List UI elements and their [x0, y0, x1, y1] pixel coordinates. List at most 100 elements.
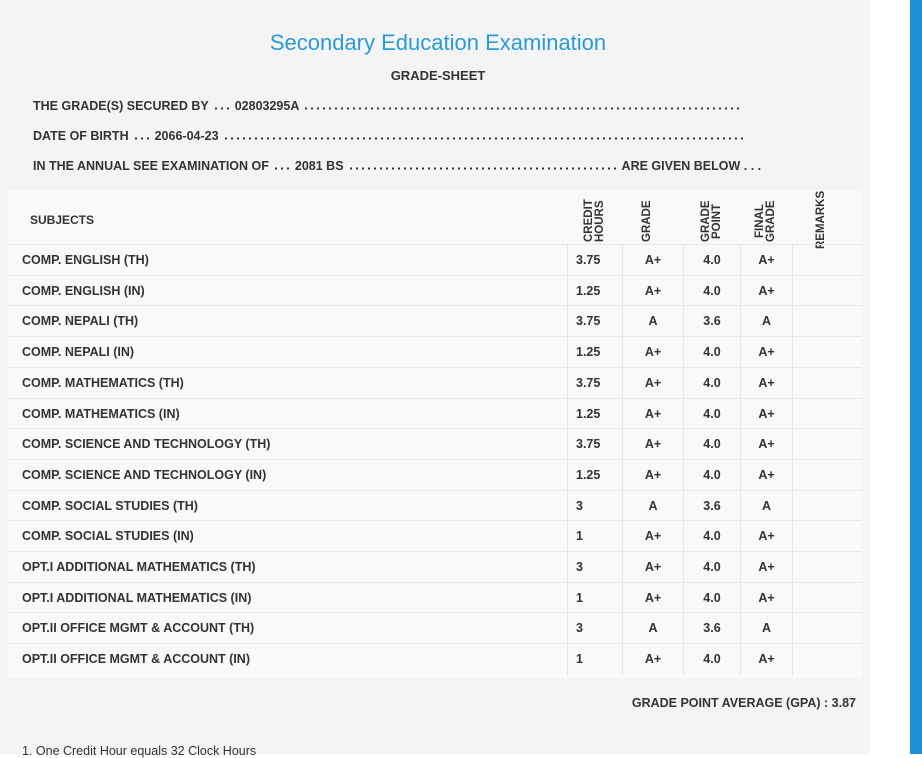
remarks-cell [792, 490, 862, 522]
cell-value: 1.25 [567, 275, 622, 307]
info-value: 2081 BS [294, 159, 344, 173]
cell-value: A+ [622, 552, 683, 583]
cell-value: A+ [740, 552, 792, 583]
remarks-cell [792, 245, 862, 276]
cell-value: A+ [622, 275, 683, 307]
cell-value: 4.0 [683, 337, 740, 368]
cell-value: A+ [740, 245, 792, 276]
gpa-label: GRADE POINT AVERAGE (GPA) : [631, 696, 829, 710]
table-row: COMP. SCIENCE AND TECHNOLOGY (TH) 3.75 A+ 4… [8, 428, 862, 460]
cell-value: 1 [567, 644, 622, 675]
cell-value: A+ [740, 337, 792, 368]
subject: COMP. SOCIAL STUDIES (IN) [22, 529, 194, 544]
cell-value: 4.0 [683, 367, 740, 399]
cell-value: A+ [622, 367, 683, 399]
remarks-cell [792, 367, 862, 399]
info-label: THE GRADE(S) SECURED BY [33, 99, 209, 113]
table-row: COMP. ENGLISH (TH) 3.75 A+ 4.0 A+ [8, 244, 862, 276]
remarks-cell [792, 459, 862, 491]
cell-value: A+ [740, 367, 792, 399]
subject: COMP. SOCIAL STUDIES (TH) [22, 498, 198, 513]
remarks-cell [792, 582, 862, 614]
subject: COMP. NEPALI (TH) [22, 314, 139, 329]
info-line: THE GRADE(S) SECURED BY 02803295A [33, 99, 747, 113]
scrollbar [910, 0, 922, 754]
cell-value: 4.0 [683, 644, 740, 675]
cell-value: A [622, 306, 683, 338]
subject: COMP. MATHEMATICS (IN) [22, 406, 180, 421]
footnote: 1. One Credit Hour equals 32 Clock Hours [22, 744, 257, 758]
column-header: GRADE [640, 200, 653, 242]
cell-value: 1 [567, 582, 622, 614]
cell-value: A+ [740, 459, 792, 491]
leader [272, 167, 291, 170]
remarks-cell [792, 337, 862, 368]
cell-value: 4.0 [683, 459, 740, 491]
cell-value: A+ [622, 582, 683, 614]
cell-value: A+ [622, 337, 683, 368]
leader [303, 107, 744, 110]
info-suffix: ARE GIVEN BELOW . . . [621, 159, 762, 173]
table-row: OPT.II OFFICE MGMT & ACCOUNT (IN) 1 A+ 4.0 A… [8, 643, 862, 675]
info-line: IN THE ANNUAL SEE EXAMINATION OF 2081 BS A… [33, 159, 761, 173]
remarks-cell [792, 306, 862, 338]
info-value: 2066-04-23 [154, 129, 219, 143]
column-header: FINAL GRADE [754, 200, 777, 242]
table-row: COMP. SOCIAL STUDIES (IN) 1 A+ 4.0 A+ [8, 520, 862, 552]
remarks-cell [792, 398, 862, 430]
table-row: OPT.I ADDITIONAL MATHEMATICS (IN) 1 A+ 4.0 A… [8, 581, 862, 614]
cell-value: 3.6 [683, 306, 740, 338]
table-row: OPT.I ADDITIONAL MATHEMATICS (TH) 3 A+ 4.0 A… [8, 551, 862, 583]
leader [347, 167, 618, 170]
cell-value: A+ [740, 582, 792, 614]
subject: COMP. MATHEMATICS (TH) [22, 375, 184, 390]
cell-value: 3.75 [567, 306, 622, 338]
cell-value: A [740, 306, 792, 338]
cell-value: 3.6 [683, 490, 740, 522]
cell-value: A+ [622, 398, 683, 430]
remarks-cell [792, 613, 862, 645]
cell-value: 4.0 [683, 429, 740, 460]
column-header: SUBJECTS [30, 213, 95, 227]
subject: COMP. ENGLISH (TH) [22, 253, 149, 267]
cell-value: 4.0 [683, 275, 740, 307]
subject: OPT.I ADDITIONAL MATHEMATICS (TH) [22, 560, 256, 574]
cell-value: 1.25 [567, 398, 622, 430]
leader [222, 137, 743, 140]
column-header: REMARKS [815, 190, 827, 249]
cell-value: 1.25 [567, 337, 622, 368]
remarks-cell [792, 552, 862, 583]
table-row: COMP. SOCIAL STUDIES (TH) 3 A 3.6 A [8, 489, 862, 522]
cell-value: A+ [622, 459, 683, 491]
cell-value: A [740, 490, 792, 522]
cell-value: A+ [622, 245, 683, 276]
remarks-cell [792, 644, 862, 675]
cell-value: 3 [567, 552, 622, 583]
subject: OPT.II OFFICE MGMT & ACCOUNT (IN) [22, 652, 250, 667]
subject: COMP. SCIENCE AND TECHNOLOGY (IN) [22, 467, 267, 482]
subject: OPT.II OFFICE MGMT & ACCOUNT (TH) [22, 621, 255, 636]
cell-value: 4.0 [683, 521, 740, 552]
remarks-cell [792, 521, 862, 552]
table-row: COMP. NEPALI (IN) 1.25 A+ 4.0 A+ [8, 336, 862, 368]
gpa: GRADE POINT AVERAGE (GPA) : 3.87 [632, 696, 856, 710]
subtitle: GRADE-SHEET [390, 68, 486, 83]
title: Secondary Education Examination [269, 30, 607, 55]
cell-value: 4.0 [683, 552, 740, 583]
cell-value: A [622, 613, 683, 645]
cell-value: A+ [622, 644, 683, 675]
cell-value: A+ [740, 429, 792, 460]
subject: COMP. SCIENCE AND TECHNOLOGY (TH) [22, 437, 271, 452]
table-row: COMP. MATHEMATICS (IN) 1.25 A+ 4.0 A+ [8, 397, 862, 430]
leader [132, 137, 151, 140]
cell-value: 3.75 [567, 429, 622, 460]
subject: OPT.I ADDITIONAL MATHEMATICS (IN) [22, 590, 252, 605]
cell-value: A+ [622, 521, 683, 552]
table-row: COMP. MATHEMATICS (TH) 3.75 A+ 4.0 A+ [8, 366, 862, 399]
cell-value: 1 [567, 521, 622, 552]
info-value: 02803295A [234, 99, 300, 113]
subject: COMP. NEPALI (IN) [22, 345, 135, 360]
table-row: COMP. ENGLISH (IN) 1.25 A+ 4.0 A+ [8, 274, 862, 307]
cell-value: A+ [622, 429, 683, 460]
cell-value: A [740, 613, 792, 645]
